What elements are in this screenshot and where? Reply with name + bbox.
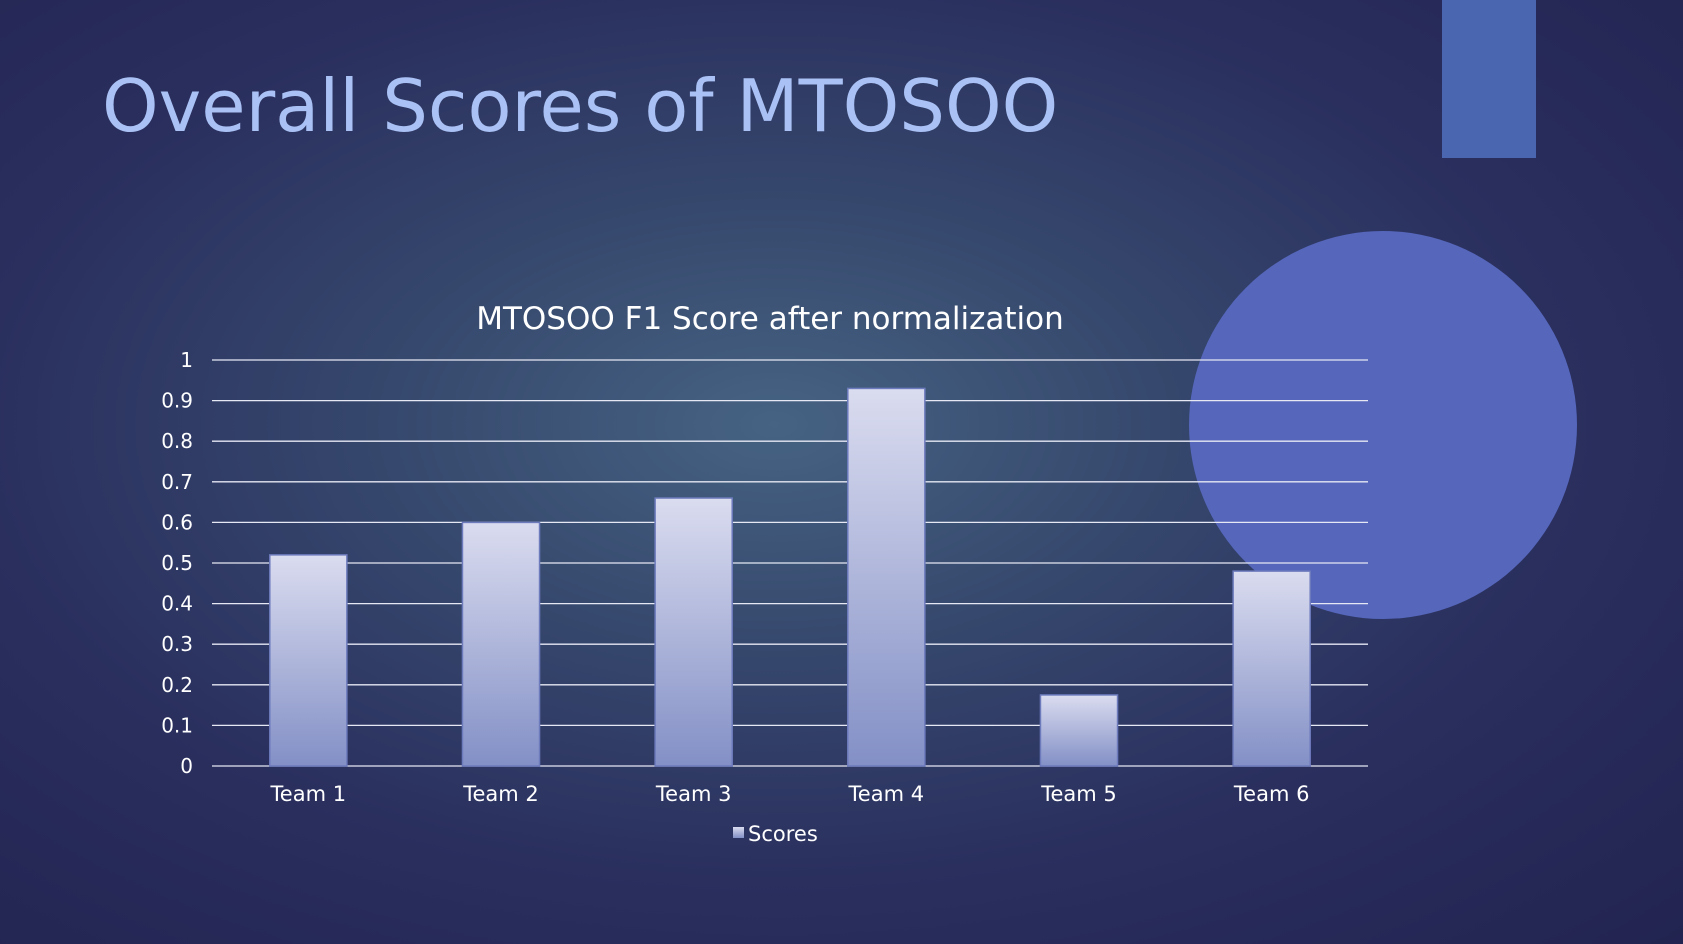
legend: Scores xyxy=(733,822,818,846)
legend-swatch-scores xyxy=(733,827,744,838)
slide-title: Overall Scores of MTOSOO xyxy=(102,64,1059,148)
bar-team-3 xyxy=(654,497,733,767)
x-tick-label: Team 4 xyxy=(848,782,925,806)
legend-label-scores: Scores xyxy=(748,822,818,846)
bars xyxy=(269,387,1311,767)
x-tick-label: Team 5 xyxy=(1040,782,1117,806)
bar-team-6 xyxy=(1232,570,1311,767)
chart-title: MTOSOO F1 Score after normalization xyxy=(476,301,1064,337)
decorative-circle xyxy=(1189,231,1577,619)
x-tick-label: Team 1 xyxy=(270,782,347,806)
y-tick-label: 0.3 xyxy=(161,632,193,656)
y-tick-label: 0.1 xyxy=(161,713,193,737)
x-axis-ticks: Team 1 Team 2 Team 3 Team 4 Team 5 Team 6 xyxy=(270,782,1310,806)
y-axis-ticks: 0 0.1 0.2 0.3 0.4 0.5 0.6 0.7 0.8 0.9 1 xyxy=(161,348,193,778)
x-tick-label: Team 2 xyxy=(462,782,539,806)
bar-team-2 xyxy=(461,521,541,767)
x-tick-label: Team 6 xyxy=(1233,782,1310,806)
y-tick-label: 0.5 xyxy=(161,551,193,575)
y-tick-label: 0.6 xyxy=(161,510,193,534)
y-tick-label: 0.7 xyxy=(161,470,193,494)
y-tick-label: 1 xyxy=(180,348,193,372)
x-tick-label: Team 3 xyxy=(655,782,732,806)
decorative-rectangle xyxy=(1442,0,1536,158)
bar-team-5 xyxy=(1039,694,1119,767)
y-tick-label: 0.9 xyxy=(161,389,193,413)
y-tick-label: 0.4 xyxy=(161,592,193,616)
y-tick-label: 0.8 xyxy=(161,429,193,453)
y-tick-label: 0.2 xyxy=(161,673,193,697)
bar-team-1 xyxy=(269,554,348,767)
y-tick-label: 0 xyxy=(180,754,193,778)
bar-team-4 xyxy=(847,387,926,767)
gridlines xyxy=(212,359,1368,767)
